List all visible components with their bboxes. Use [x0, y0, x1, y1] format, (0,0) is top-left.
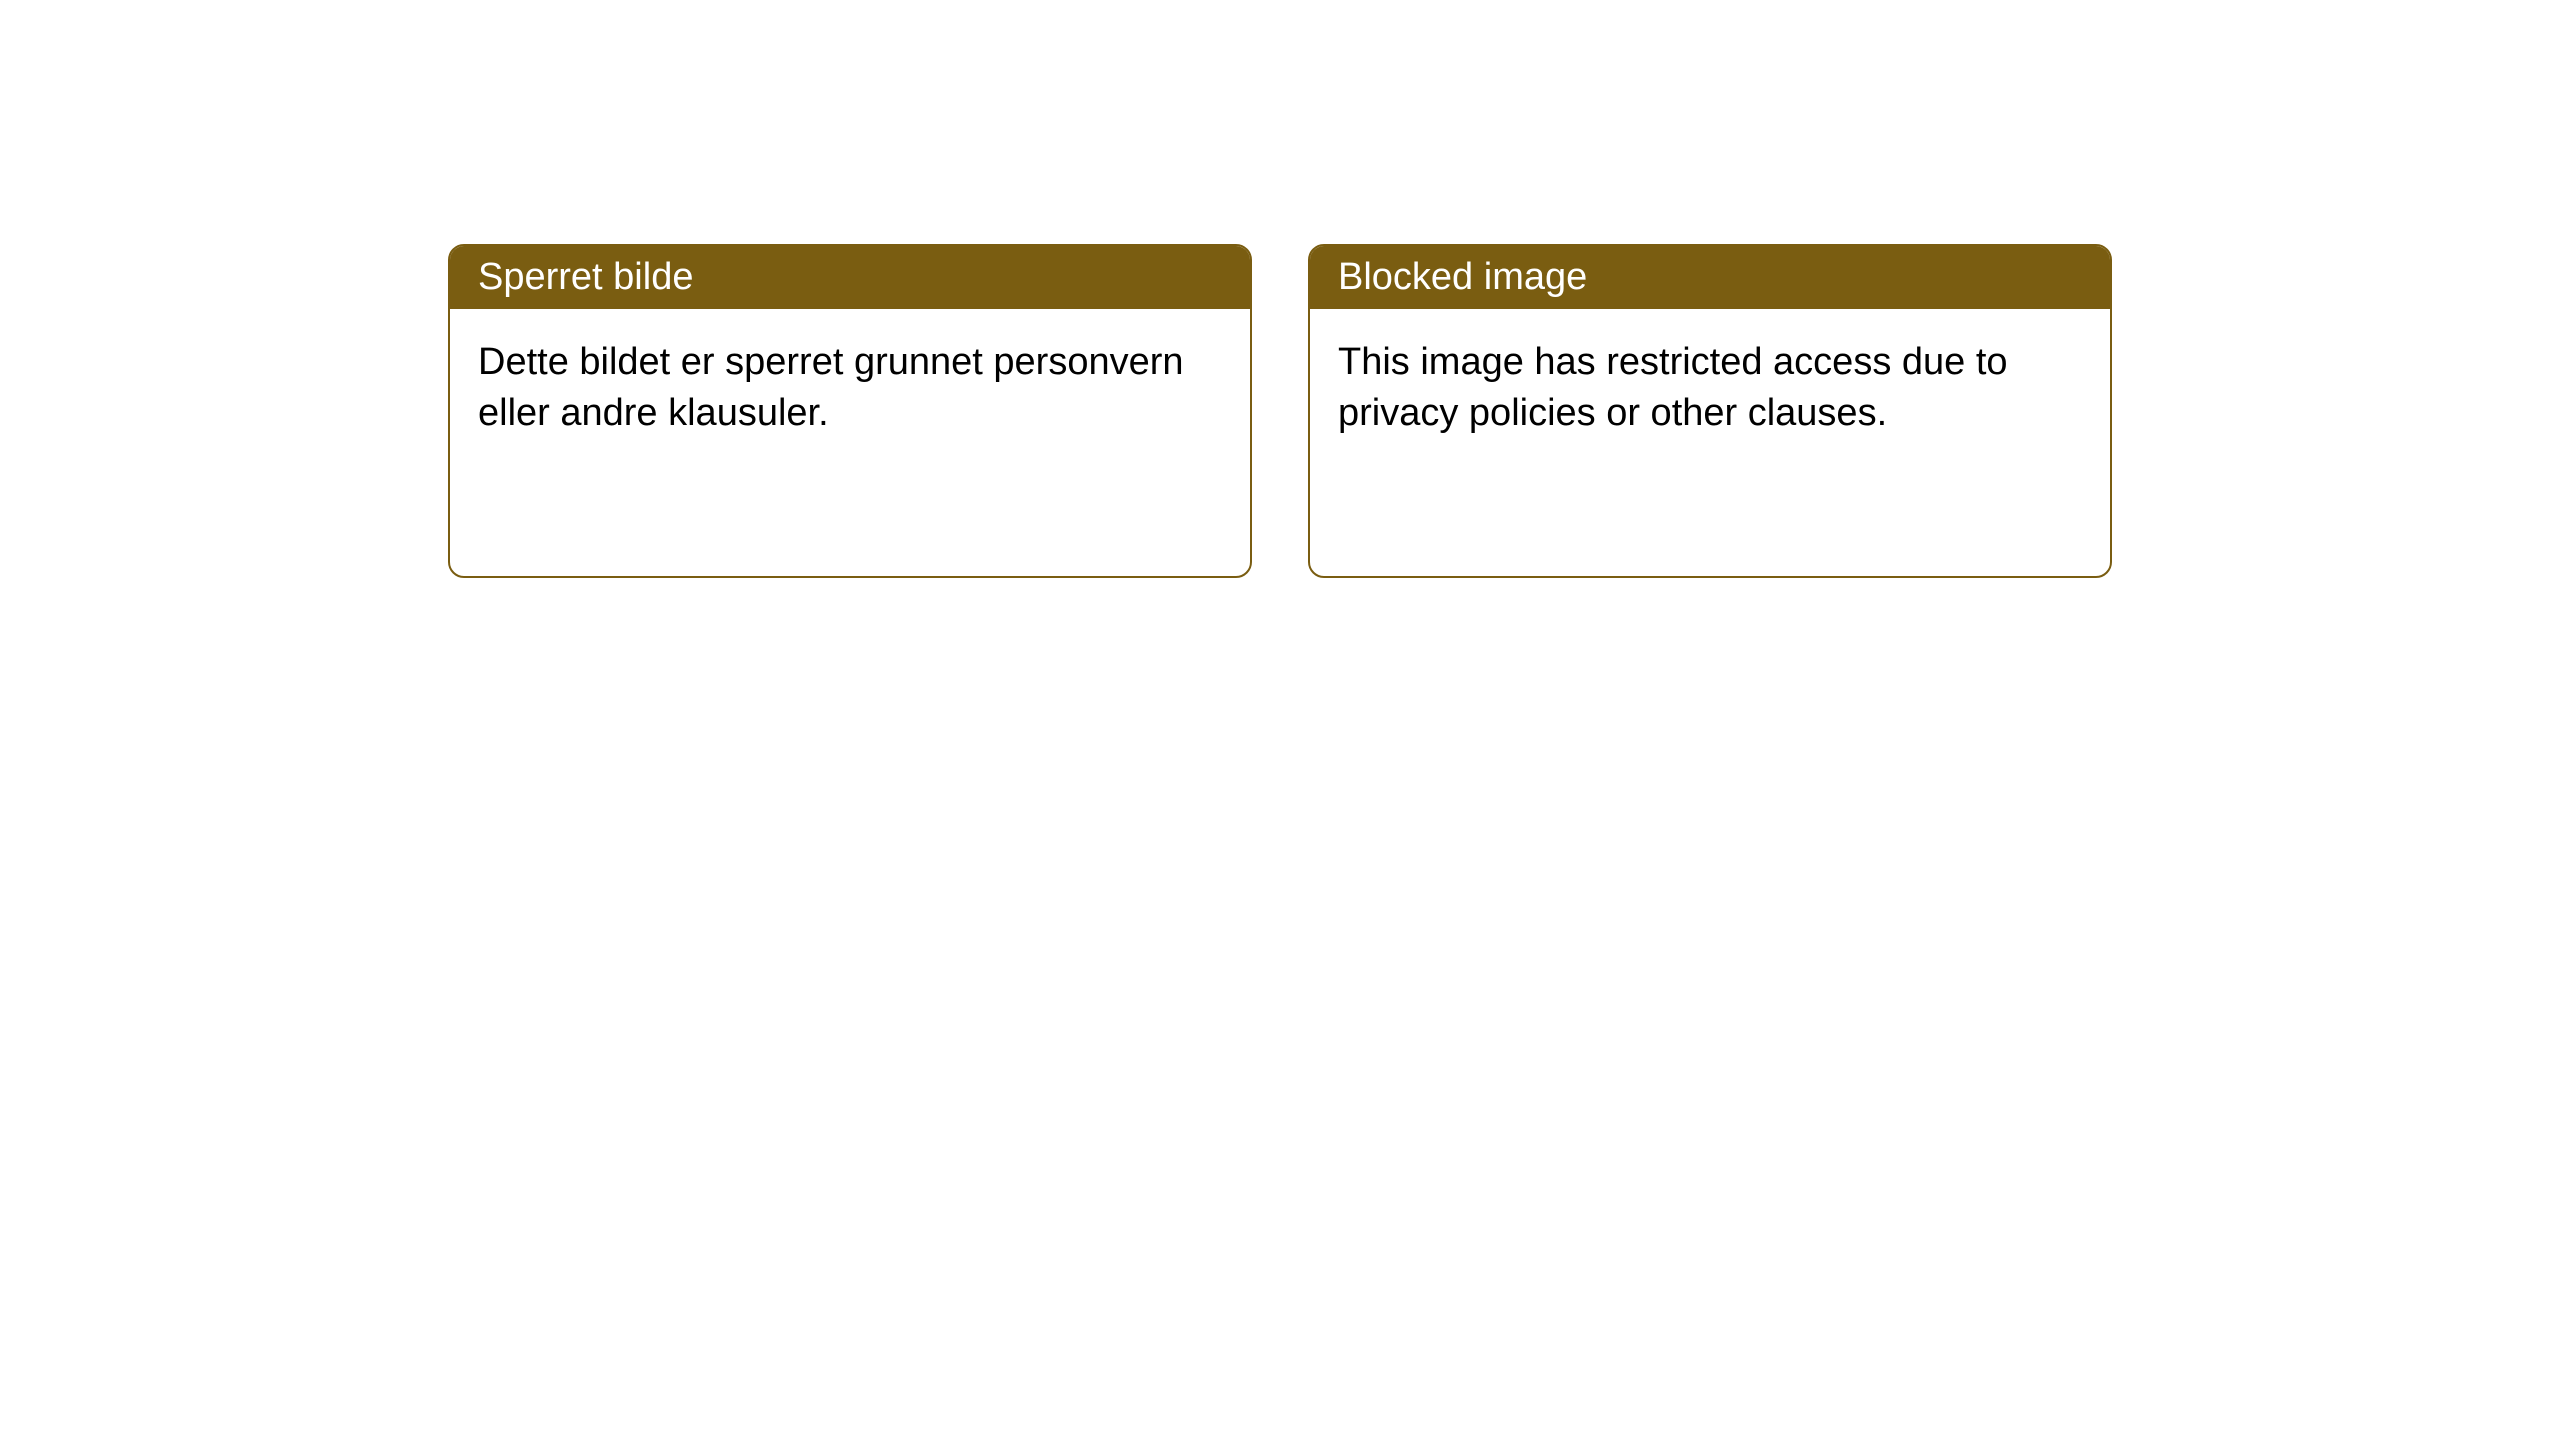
- card-body-text: Dette bildet er sperret grunnet personve…: [478, 341, 1184, 434]
- card-title: Sperret bilde: [478, 256, 693, 298]
- card-norwegian: Sperret bilde Dette bildet er sperret gr…: [448, 244, 1252, 578]
- card-english: Blocked image This image has restricted …: [1308, 244, 2112, 578]
- cards-container: Sperret bilde Dette bildet er sperret gr…: [448, 244, 2560, 578]
- card-body: This image has restricted access due to …: [1310, 309, 2110, 576]
- card-header: Sperret bilde: [450, 246, 1250, 309]
- card-header: Blocked image: [1310, 246, 2110, 309]
- card-title: Blocked image: [1338, 256, 1587, 298]
- card-body: Dette bildet er sperret grunnet personve…: [450, 309, 1250, 576]
- card-body-text: This image has restricted access due to …: [1338, 341, 2008, 434]
